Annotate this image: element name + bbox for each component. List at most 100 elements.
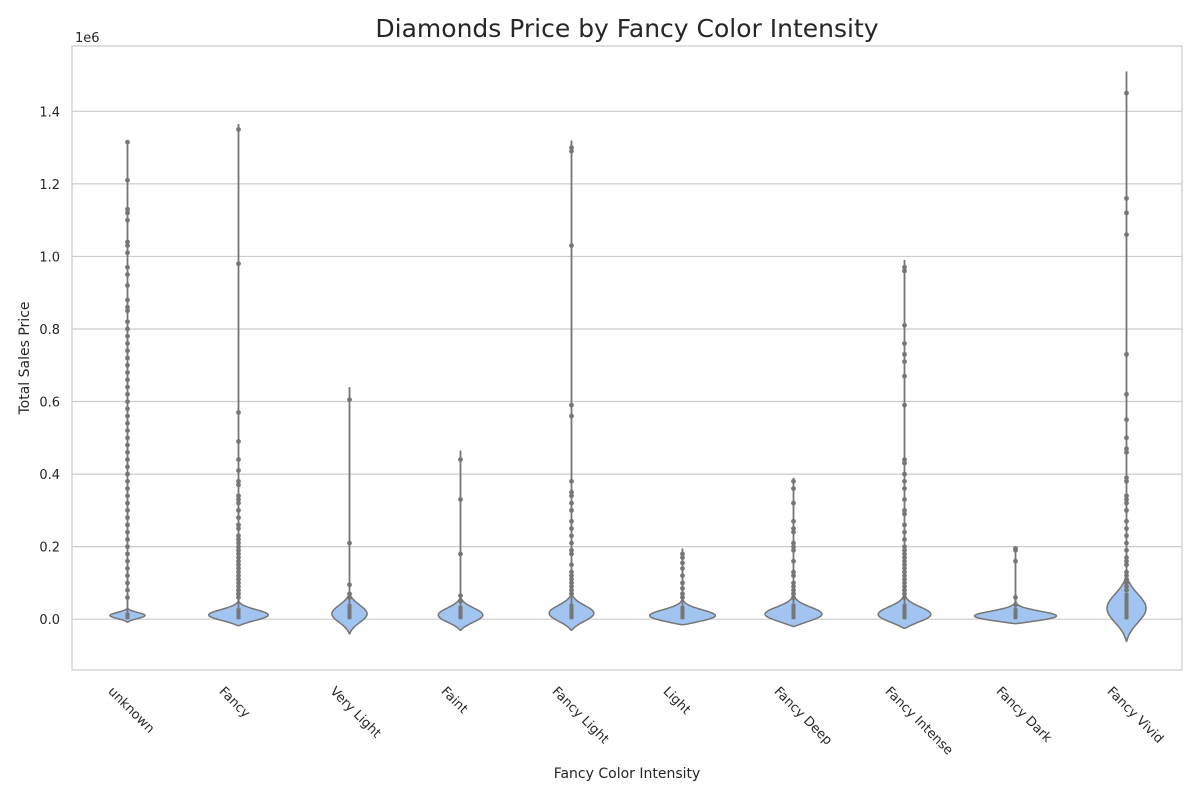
data-point: [791, 595, 796, 600]
data-point: [125, 264, 130, 270]
data-point: [236, 551, 241, 557]
data-point: [569, 145, 574, 150]
data-point: [569, 562, 574, 568]
data-point: [902, 576, 907, 582]
y-tick-label: 0.8: [39, 323, 60, 338]
data-point: [236, 566, 241, 571]
y-tick-label: 1.2: [39, 178, 60, 193]
data-point: [1124, 540, 1129, 546]
data-point: [125, 370, 130, 375]
data-point: [902, 460, 907, 466]
data-point: [680, 591, 685, 597]
data-point: [902, 591, 907, 597]
data-point: [569, 580, 574, 586]
data-point: [1013, 602, 1018, 608]
data-point: [125, 319, 130, 325]
data-point: [902, 264, 907, 270]
violin-unknown: [109, 139, 146, 623]
data-point: [791, 526, 796, 531]
data-point: [125, 304, 130, 310]
data-point: [902, 547, 907, 553]
data-point: [125, 515, 130, 521]
violin-fancy-light: [548, 140, 595, 631]
data-point: [236, 544, 241, 550]
data-point: [236, 587, 241, 593]
data-point: [125, 333, 130, 339]
data-point: [1124, 569, 1129, 575]
data-point: [236, 558, 241, 564]
data-point: [569, 402, 574, 408]
data-point: [902, 544, 907, 550]
data-point: [125, 493, 130, 499]
y-tick-label: 1.0: [39, 250, 60, 265]
data-point: [125, 341, 130, 346]
data-point: [902, 373, 907, 379]
data-point: [236, 580, 241, 586]
data-point: [125, 272, 130, 277]
data-point: [236, 468, 241, 473]
data-point: [347, 540, 352, 546]
violin-fancy: [208, 124, 269, 627]
data-point: [236, 500, 241, 506]
data-point: [125, 210, 130, 216]
data-point: [1124, 232, 1129, 238]
data-point: [125, 464, 130, 470]
data-point: [236, 497, 241, 502]
data-point: [125, 384, 130, 390]
data-point: [791, 544, 796, 550]
x-tick-label: Fancy Intense: [882, 684, 956, 758]
data-point: [1124, 391, 1129, 397]
data-point: [125, 297, 130, 303]
data-point: [236, 533, 241, 539]
y-tick-labels: 0.0 0.2 0.4 0.6 0.8 1.0 1.2 1.4: [39, 105, 60, 628]
data-point: [125, 413, 130, 419]
data-point: [236, 439, 241, 444]
data-point: [791, 500, 796, 506]
data-point: [569, 526, 574, 531]
data-point: [125, 239, 130, 245]
violin-light: [648, 548, 717, 626]
data-point: [1124, 518, 1129, 524]
data-point: [1124, 587, 1129, 593]
data-point: [902, 322, 907, 328]
data-point: [569, 533, 574, 539]
data-point: [569, 551, 574, 557]
x-tick-label: unknown: [105, 684, 157, 736]
data-point: [236, 261, 241, 267]
y-tick-label: 0.4: [39, 468, 60, 483]
data-point: [125, 544, 130, 550]
data-point: [125, 308, 130, 314]
data-point: [791, 547, 796, 553]
data-point: [680, 580, 685, 586]
data-point: [902, 268, 907, 274]
violin-fancy-intense: [877, 260, 932, 630]
data-point: [125, 595, 130, 600]
data-point: [125, 580, 130, 586]
data-point: [791, 529, 796, 535]
data-point: [1124, 576, 1129, 582]
data-point: [902, 569, 907, 575]
data-point: [1124, 195, 1129, 201]
data-point: [680, 560, 685, 566]
data-point: [125, 399, 130, 404]
data-point: [236, 562, 241, 568]
data-point: [236, 522, 241, 528]
x-tick-label: Fancy Light: [549, 684, 612, 747]
data-point: [125, 573, 130, 579]
data-point: [1124, 497, 1129, 502]
data-point: [1013, 547, 1018, 553]
data-point: [569, 569, 574, 575]
data-point: [125, 522, 130, 528]
data-point: [125, 428, 130, 433]
data-point: [902, 359, 907, 365]
data-point: [680, 585, 685, 591]
data-point: [125, 243, 130, 248]
data-point: [569, 591, 574, 597]
data-point: [1124, 493, 1129, 499]
data-point: [125, 283, 130, 288]
data-point: [236, 536, 241, 542]
data-point: [347, 582, 352, 588]
data-point: [1124, 507, 1129, 513]
x-tick-label: Fancy Vivid: [1104, 684, 1166, 746]
data-point: [791, 584, 796, 589]
